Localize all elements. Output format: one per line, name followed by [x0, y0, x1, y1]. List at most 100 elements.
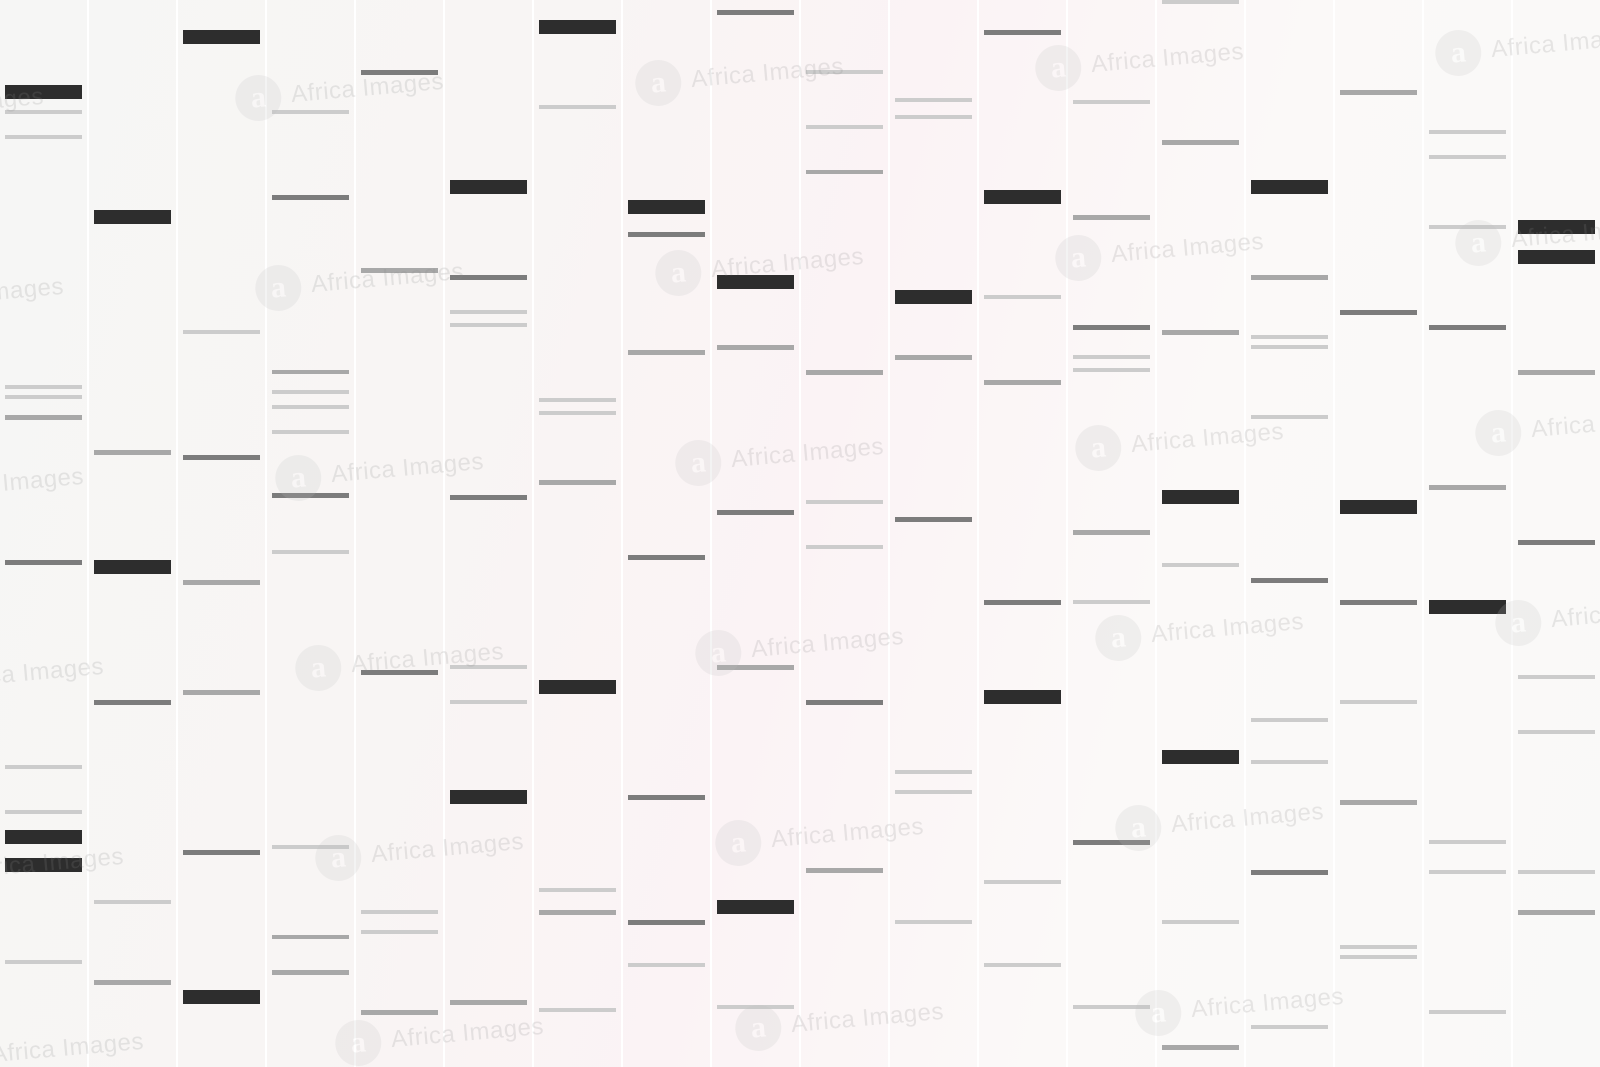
band: [1429, 155, 1506, 159]
band: [1340, 90, 1417, 95]
band: [1251, 578, 1328, 583]
band: [717, 345, 794, 350]
band: [984, 295, 1061, 299]
lane-5: [356, 0, 445, 1067]
band: [183, 990, 260, 1004]
band: [984, 963, 1061, 967]
watermark-logo-icon: a: [1113, 803, 1163, 853]
band: [272, 390, 349, 394]
watermark-text: Africa Images: [1090, 38, 1245, 79]
band: [1162, 490, 1239, 504]
watermark-text: Africa Images: [1510, 213, 1600, 254]
watermark-text: Africa Images: [1130, 418, 1285, 459]
watermark-text: Africa Images: [1530, 403, 1600, 444]
watermark-logo-icon: a: [1033, 43, 1083, 93]
band: [450, 310, 527, 314]
band: [895, 115, 972, 119]
band: [1429, 870, 1506, 874]
lane-17: [1424, 0, 1513, 1067]
band: [628, 963, 705, 967]
watermark-logo-icon: a: [733, 1003, 783, 1053]
band: [984, 30, 1061, 35]
band: [1251, 760, 1328, 764]
watermark-text: Africa Images: [730, 433, 885, 474]
watermark-text: Africa Images: [1150, 608, 1305, 649]
band: [1340, 800, 1417, 805]
watermark-logo-icon: a: [713, 818, 763, 868]
watermark-logo-icon: a: [1493, 598, 1543, 648]
band: [1073, 530, 1150, 535]
band: [1518, 675, 1595, 679]
watermark-logo-icon: a: [693, 628, 743, 678]
watermark-text: Africa Images: [1170, 798, 1325, 839]
band: [1429, 130, 1506, 134]
band: [183, 330, 260, 334]
band: [5, 765, 82, 769]
band: [5, 385, 82, 389]
band: [272, 935, 349, 939]
band: [361, 930, 438, 934]
band: [628, 350, 705, 355]
watermark-logo-icon: a: [673, 438, 723, 488]
band: [895, 355, 972, 360]
watermark-text: Africa Images: [1190, 983, 1345, 1024]
watermark-text: Africa Images: [350, 638, 505, 679]
band: [895, 290, 972, 304]
band: [1429, 1010, 1506, 1014]
lane-11: [890, 0, 979, 1067]
band: [895, 98, 972, 102]
band: [183, 30, 260, 44]
band: [1162, 0, 1239, 4]
band: [895, 517, 972, 522]
band: [1073, 368, 1150, 372]
band: [183, 580, 260, 585]
watermark-logo-icon: a: [333, 1018, 383, 1067]
band: [1251, 718, 1328, 722]
lane-14: [1157, 0, 1246, 1067]
watermark-text: Africa Images: [290, 68, 445, 109]
band: [1073, 600, 1150, 604]
band: [984, 600, 1061, 605]
band: [1518, 870, 1595, 874]
band: [984, 190, 1061, 204]
lane-12: [979, 0, 1068, 1067]
band: [272, 550, 349, 554]
band: [94, 210, 171, 224]
band: [628, 232, 705, 237]
band: [539, 910, 616, 915]
watermark-text: Africa Images: [790, 998, 945, 1039]
gel-diagram: aAfrica ImagesaAfrica ImagesaAfrica Imag…: [0, 0, 1600, 1067]
band: [717, 10, 794, 15]
band: [895, 770, 972, 774]
watermark-text: Africa Images: [330, 448, 485, 489]
band: [984, 380, 1061, 385]
band: [539, 398, 616, 402]
band: [717, 510, 794, 515]
band: [1073, 100, 1150, 104]
band: [1340, 955, 1417, 959]
band: [450, 323, 527, 327]
watermark-text: Africa Images: [1550, 593, 1600, 634]
band: [806, 500, 883, 504]
watermark-text: Africa Images: [370, 828, 525, 869]
band: [183, 850, 260, 855]
lane-6: [445, 0, 534, 1067]
band: [806, 545, 883, 549]
band: [1429, 840, 1506, 844]
band: [272, 970, 349, 975]
band: [1518, 910, 1595, 915]
band: [984, 880, 1061, 884]
lane-4: [267, 0, 356, 1067]
band: [272, 430, 349, 434]
watermark-text: Africa Images: [0, 83, 45, 124]
band: [1340, 500, 1417, 514]
band: [94, 450, 171, 455]
band: [272, 405, 349, 409]
band: [1340, 600, 1417, 605]
band: [1340, 310, 1417, 315]
watermark-text: Africa Images: [0, 463, 85, 504]
lane-15: [1246, 0, 1335, 1067]
band: [5, 960, 82, 964]
band: [539, 1008, 616, 1012]
band: [1073, 355, 1150, 359]
